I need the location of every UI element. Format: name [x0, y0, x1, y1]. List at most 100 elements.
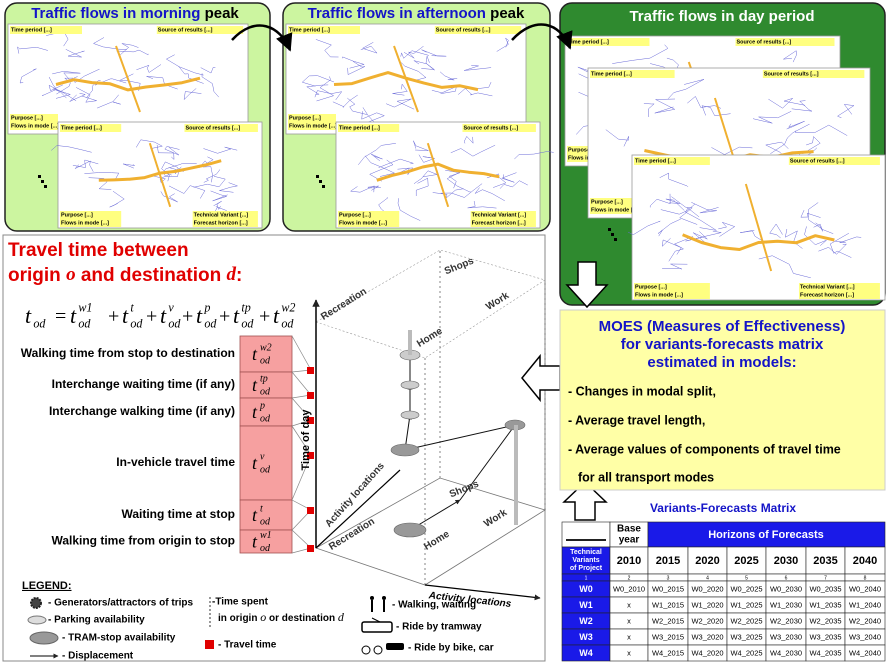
legend-text-part: d: [338, 610, 345, 624]
table-cell: [562, 522, 610, 547]
component-label: In-vehicle travel time: [116, 455, 235, 469]
legend-text: - Walking, waiting: [392, 600, 476, 611]
travel-time-marker: [307, 507, 314, 514]
ellipsis-dot: [614, 238, 617, 241]
component-label: Interchange waiting time (if any): [52, 377, 235, 391]
table-text: W3_2035: [809, 632, 841, 641]
table-text: 2035: [813, 555, 837, 567]
table-text: W4_2025: [730, 648, 762, 657]
formula-equals: =: [55, 306, 66, 328]
travel-time-marker: [307, 545, 314, 552]
ellipsis-dot: [608, 228, 611, 231]
formula-plus: +: [146, 306, 157, 328]
table-text: W1_2040: [849, 600, 881, 609]
table-text: 2020: [695, 555, 719, 567]
map-label: Time period [...]: [635, 158, 676, 164]
formula-symbol: t: [196, 303, 203, 328]
map-label: Time period [...]: [61, 125, 102, 131]
travel-time-title: origin o and destination d:: [8, 264, 242, 286]
map-label: Source of results [...]: [436, 27, 491, 33]
legend-text: - Parking availability: [48, 615, 145, 626]
table-text: W3_2015: [652, 632, 684, 641]
table-text: Base: [617, 524, 641, 535]
table-text: W0: [579, 584, 593, 594]
table-text: W2_2030: [770, 616, 802, 625]
stop-ellipse: [401, 411, 419, 419]
table-text: W4: [579, 648, 593, 658]
page: { "panels": [ {"title_main": "Traffic fl…: [0, 0, 889, 663]
map-label: Technical Variant [...]: [194, 212, 249, 218]
component-sup: w2: [260, 342, 272, 353]
map-label: Time period [...]: [591, 71, 632, 77]
moes-item: for all transport modes: [578, 470, 714, 484]
map-label: Purpose [...]: [61, 212, 93, 218]
table-text: W3_2030: [770, 632, 802, 641]
table-text: year: [619, 535, 640, 546]
legend-text: - Ride by bike, car: [408, 643, 494, 654]
legend-text-part: in origin: [218, 613, 260, 624]
map-label: Time period [...]: [339, 125, 380, 131]
y-axis-label: Time of day: [300, 409, 312, 471]
table-text: W2_2015: [652, 616, 684, 625]
table-text: W4_2020: [691, 648, 723, 657]
map-label: Forecast horizon [...]: [472, 220, 526, 226]
map-label: Time period [...]: [11, 27, 52, 33]
table-text: W2_2035: [809, 616, 841, 625]
map-label: Flows in mode [...]: [289, 123, 337, 129]
ellipsis-dot: [44, 185, 47, 188]
ellipsis-dot: [319, 180, 322, 183]
map-label: Source of results [...]: [737, 39, 792, 45]
map-label: Flows in mode [...]: [61, 220, 109, 226]
travel-time-marker: [307, 367, 314, 374]
legend-icon: [205, 640, 214, 649]
table-text: W2_2025: [730, 616, 762, 625]
table-text: x: [627, 632, 631, 641]
formula-sub: od: [78, 316, 91, 330]
formula-sup: w1: [78, 301, 92, 315]
table-text: W0_2030: [770, 584, 802, 593]
time-spent-bar: [408, 330, 412, 355]
table-text: Variants: [572, 557, 599, 564]
map-label: Technical Variant [...]: [472, 212, 527, 218]
map-label: Time period [...]: [568, 39, 609, 45]
map-label: Source of results [...]: [764, 71, 819, 77]
legend-icon: [30, 632, 58, 644]
formula-symbol: t: [160, 303, 167, 328]
formula-sub: od: [130, 316, 143, 330]
table-text: W0_2010: [613, 584, 645, 593]
component-sub: od: [260, 516, 271, 527]
formula-symbol: t: [122, 303, 129, 328]
formula-plus: +: [182, 306, 193, 328]
moes-item: - Changes in modal split,: [568, 384, 716, 398]
table-text: W1_2035: [809, 600, 841, 609]
table-text: W1_2025: [730, 600, 762, 609]
formula-symbol: t: [233, 303, 240, 328]
table-text: 6: [785, 575, 788, 581]
ellipsis-dot: [38, 175, 41, 178]
table-text: W1: [579, 600, 593, 610]
component-sup: p: [259, 400, 265, 411]
component-label: Waiting time at stop: [121, 507, 235, 521]
moes-title: MOES (Measures of Effectiveness): [599, 318, 846, 335]
map-label: Flows in mode [...]: [11, 123, 59, 129]
table-text: 1: [585, 575, 588, 581]
component-box: [240, 426, 292, 500]
table-text: 5: [745, 575, 748, 581]
map-label: Source of results [...]: [185, 125, 240, 131]
formula-sub: od: [204, 316, 217, 330]
table-text: x: [627, 648, 631, 657]
map-label: Forecast horizon [...]: [800, 292, 854, 298]
map-label: Forecast horizon [...]: [194, 220, 248, 226]
table-text: W0_2020: [691, 584, 723, 593]
legend-icon: [31, 598, 41, 608]
table-text: 3: [667, 575, 670, 581]
legend-text: - Travel time: [218, 640, 277, 651]
table-text: 2040: [853, 555, 877, 567]
table-text: W4_2040: [849, 648, 881, 657]
table-text: W3_2020: [691, 632, 723, 641]
panel-title: Traffic flows in morning peak: [31, 5, 239, 22]
table-text: 2015: [656, 555, 680, 567]
table-text: W4_2030: [770, 648, 802, 657]
diagram: Traffic flows in morning peak Traffic fl…: [0, 0, 889, 663]
table-text: x: [627, 600, 631, 609]
